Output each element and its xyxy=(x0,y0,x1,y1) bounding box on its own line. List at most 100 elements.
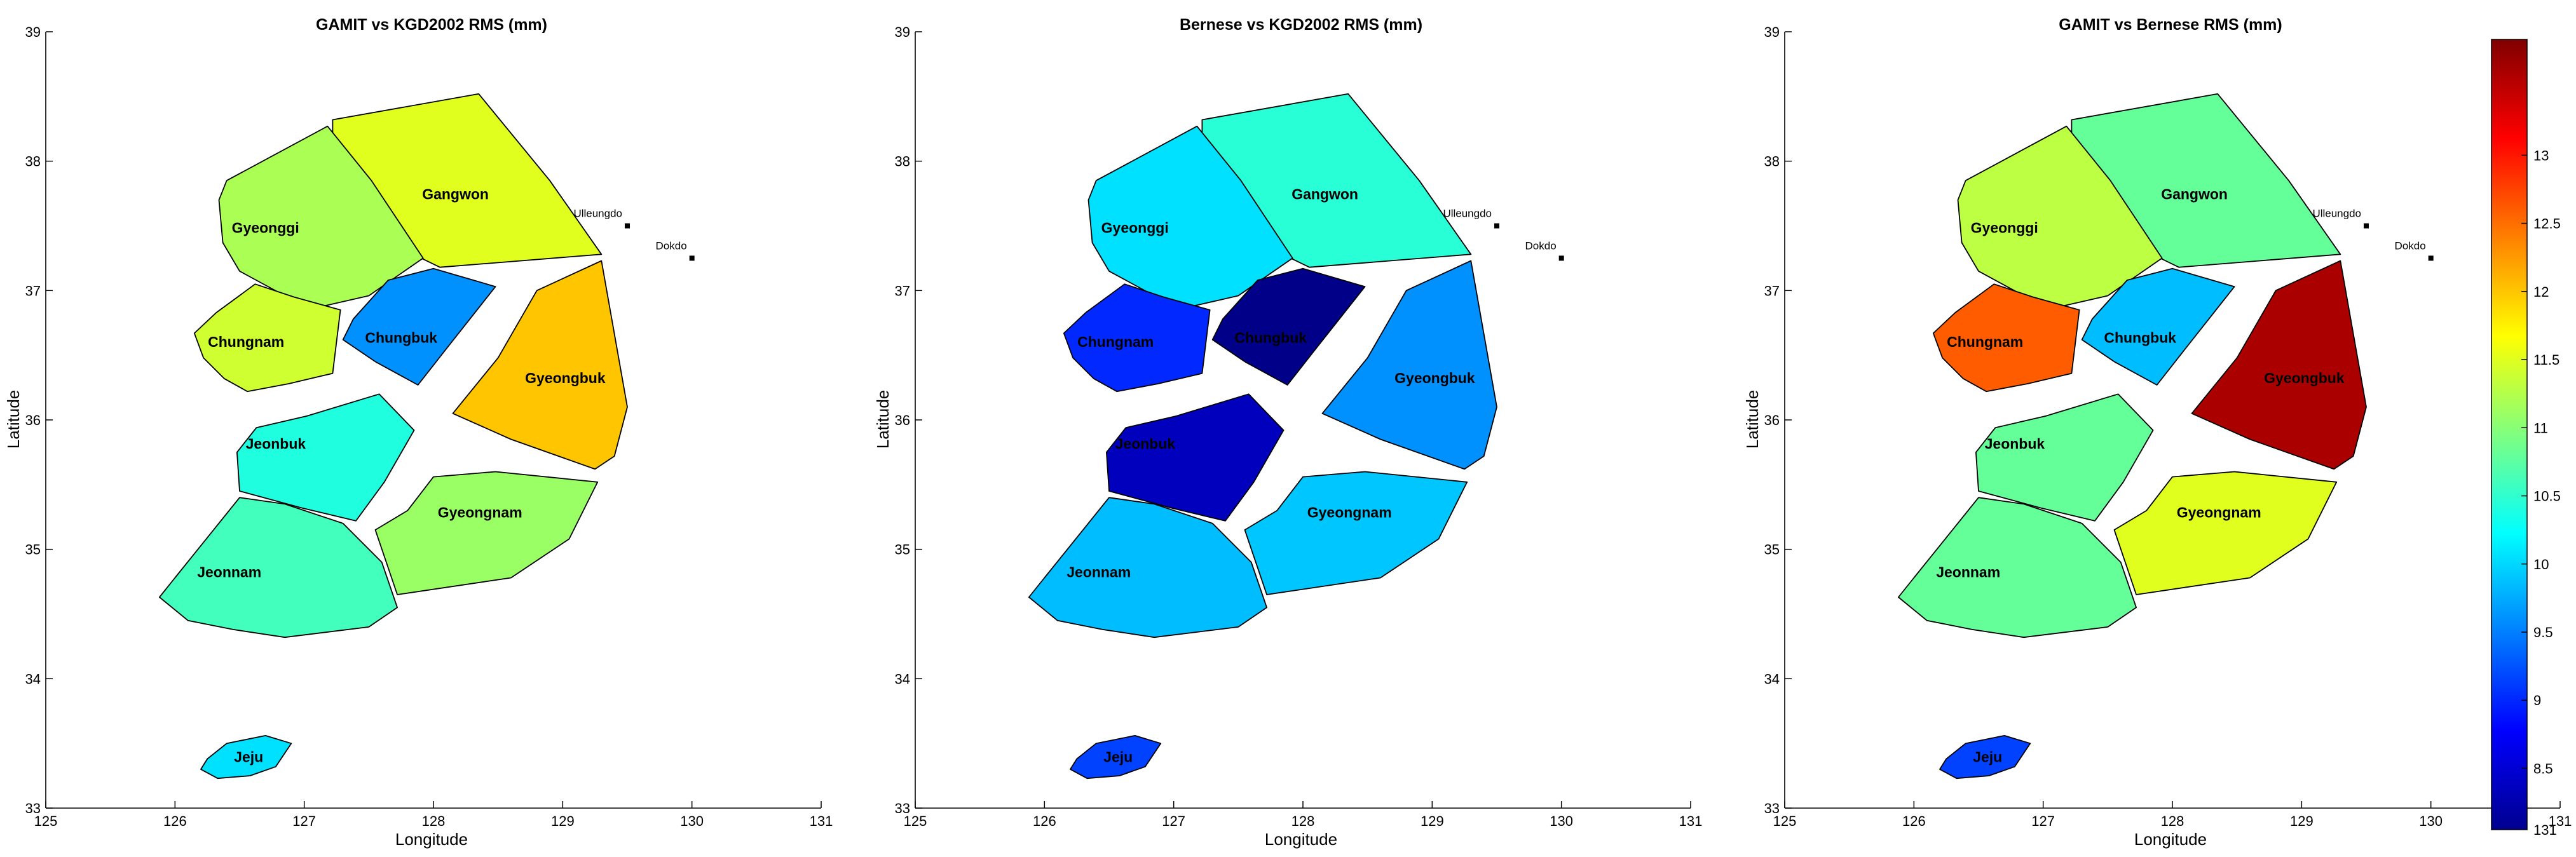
x-tick-label: 128 xyxy=(1291,813,1315,829)
y-tick-label: 39 xyxy=(1764,24,1780,40)
island-label: Ulleungdo xyxy=(1443,208,1492,220)
island-label: Dokdo xyxy=(2395,240,2426,252)
colorbar: 8.5 9 9.5 10 10.5 11 11.5 12 12.5 13 131 xyxy=(2491,39,2561,838)
region-layer: Gangwon Gyeonggi Chungbuk Chungnam Gyeongbuk… xyxy=(1028,93,1497,779)
region-label: Jeonnam xyxy=(1067,563,1131,580)
x-tick-label: 130 xyxy=(680,813,704,829)
x-tick-label: 128 xyxy=(422,813,446,829)
island-label: Dokdo xyxy=(1525,240,1557,252)
colorbar-gradient xyxy=(2491,39,2528,830)
island-layer: Ulleungdo Dokdo xyxy=(573,208,695,261)
island-marker xyxy=(689,255,695,261)
x-tick-label: 126 xyxy=(1902,813,1926,829)
y-axis-label: Latitude xyxy=(4,390,23,449)
region-label: Gyeongnam xyxy=(438,504,522,521)
region-label: Gyeongbuk xyxy=(525,370,606,386)
region-label: Jeju xyxy=(234,749,263,766)
island-marker xyxy=(2428,255,2434,261)
region-chungbuk xyxy=(2081,267,2235,386)
y-tick-label: 38 xyxy=(895,154,910,170)
region-jeonnam xyxy=(158,497,398,638)
region-label: Chungnam xyxy=(208,334,284,350)
region-jeonbuk xyxy=(1106,393,1285,522)
region-gyeongbuk xyxy=(452,260,628,470)
x-axis-label: Longitude xyxy=(1265,830,1337,849)
region-label: Jeonbuk xyxy=(1985,436,2045,452)
x-tick-label: 126 xyxy=(163,813,187,829)
y-tick-label: 39 xyxy=(895,24,910,40)
x-tick-label: 127 xyxy=(292,813,316,829)
panel-gamit-vs-kgd2002: GAMIT vs KGD2002 RMS (mm) Gangwon Gyeongg… xyxy=(4,16,833,849)
region-chungnam xyxy=(1932,283,2080,393)
region-label: Chungnam xyxy=(1077,334,1154,350)
x-tick-label: 129 xyxy=(1421,813,1444,829)
region-label: Gyeongnam xyxy=(2177,504,2261,521)
island-marker xyxy=(1494,223,1499,229)
x-tick-label: 129 xyxy=(551,813,575,829)
region-gyeongnam xyxy=(1244,471,1468,595)
panel-gamit-vs-bernese: GAMIT vs Bernese RMS (mm) Gangwon Gyeongg… xyxy=(1743,16,2572,849)
region-layer: Gangwon Gyeonggi Chungbuk Chungnam Gyeongbuk… xyxy=(1897,93,2367,779)
x-axis-label: Longitude xyxy=(395,830,468,849)
y-axis-label: Latitude xyxy=(873,390,892,449)
x-tick-label: 131 xyxy=(1679,813,1703,829)
region-label: Jeju xyxy=(1973,749,2002,766)
island-label: Ulleungdo xyxy=(573,208,622,220)
region-label: Chungbuk xyxy=(1234,330,1307,346)
y-tick-label: 37 xyxy=(895,283,910,299)
x-tick-label: 126 xyxy=(1033,813,1056,829)
region-gyeongbuk xyxy=(1321,260,1497,470)
y-tick-label: 34 xyxy=(895,671,910,687)
region-jeonbuk xyxy=(1975,393,2154,522)
y-tick-label: 37 xyxy=(25,283,41,299)
region-label: Gangwon xyxy=(2161,186,2228,203)
panel-title: Bernese vs KGD2002 RMS (mm) xyxy=(1180,16,1422,34)
island-marker xyxy=(1558,255,1564,261)
x-tick-label: 125 xyxy=(904,813,927,829)
region-gyeongnam xyxy=(374,471,599,595)
region-chungbuk xyxy=(1211,267,1366,386)
region-jeju xyxy=(1070,735,1162,779)
colorbar-tick-label: 9.5 xyxy=(2533,624,2553,640)
panel-title: GAMIT vs Bernese RMS (mm) xyxy=(2059,16,2282,34)
region-gyeongbuk xyxy=(2191,260,2367,470)
colorbar-ticks: 8.5 9 9.5 10 10.5 11 11.5 12 12.5 13 xyxy=(2521,147,2561,776)
x-tick-label: 129 xyxy=(2290,813,2314,829)
x-axis-label: Longitude xyxy=(2134,830,2207,849)
region-jeonnam xyxy=(1897,497,2137,638)
region-jeonnam xyxy=(1028,497,1267,638)
y-tick-label: 35 xyxy=(25,542,41,558)
region-chungnam xyxy=(1063,283,1211,393)
island-marker xyxy=(625,223,630,229)
island-layer: Ulleungdo Dokdo xyxy=(2312,208,2434,261)
region-label: Gyeongbuk xyxy=(2264,370,2345,386)
region-label: Jeonbuk xyxy=(1115,436,1176,452)
colorbar-tick-label: 9 xyxy=(2533,692,2541,708)
y-tick-label: 34 xyxy=(1764,671,1780,687)
region-label: Chungbuk xyxy=(365,330,437,346)
region-chungbuk xyxy=(342,267,496,386)
colorbar-tick-label: 10 xyxy=(2533,557,2549,572)
region-label: Jeju xyxy=(1103,749,1133,766)
colorbar-tick-label: 11.5 xyxy=(2533,352,2559,368)
y-tick-label: 33 xyxy=(25,800,41,816)
colorbar-tick-label: 8.5 xyxy=(2533,760,2553,776)
region-label: Gangwon xyxy=(422,186,489,203)
region-label: Gyeonggi xyxy=(232,220,299,236)
x-tick-label: 128 xyxy=(2161,813,2184,829)
y-tick-label: 34 xyxy=(25,671,41,687)
region-label: Gyeonggi xyxy=(1101,220,1169,236)
x-tick-label: 130 xyxy=(2419,813,2443,829)
y-tick-label: 36 xyxy=(1764,412,1780,428)
x-tick-label: 131 xyxy=(810,813,833,829)
y-tick-label: 36 xyxy=(25,412,41,428)
colorbar-tick-label: 12.5 xyxy=(2533,216,2561,232)
region-label: Jeonnam xyxy=(1936,563,2000,580)
y-tick-label: 39 xyxy=(25,24,41,40)
colorbar-tick-label: 13 xyxy=(2533,147,2549,163)
region-label: Chungnam xyxy=(1947,334,2023,350)
